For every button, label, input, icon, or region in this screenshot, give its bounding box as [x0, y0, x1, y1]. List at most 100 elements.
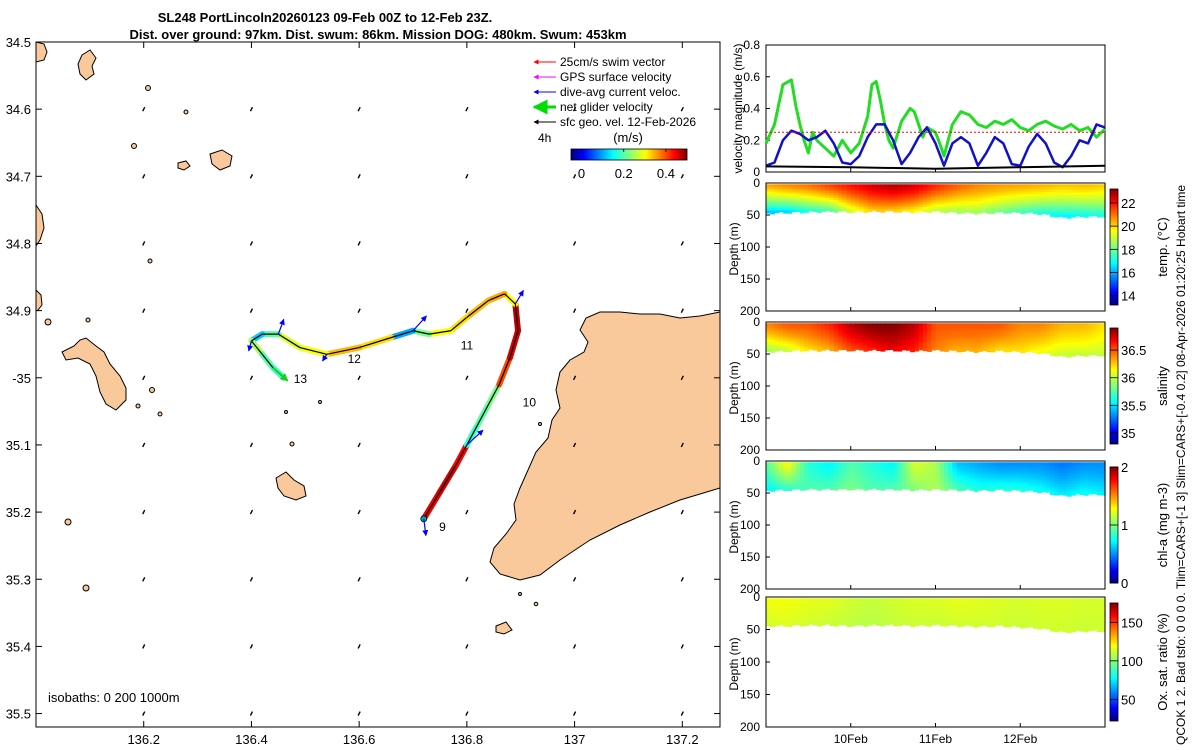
profile-cell — [1096, 192, 1102, 196]
profile-cell — [888, 327, 894, 331]
profile-cell — [952, 323, 958, 327]
profile-cell — [969, 607, 975, 611]
profile-cell — [812, 482, 818, 486]
profile-cell — [880, 622, 886, 627]
profile-cell — [859, 195, 865, 199]
profile-cell — [927, 332, 932, 336]
profile-cell — [782, 482, 788, 486]
profile-cell — [1037, 335, 1043, 339]
isobath-label: isobaths: 0 200 1000m — [48, 690, 180, 705]
islet — [149, 387, 155, 393]
profile-cell — [888, 206, 894, 210]
profile-cell — [1096, 617, 1102, 621]
profile-cell — [931, 347, 937, 351]
profile-cell — [982, 487, 987, 490]
profile-cell — [1054, 601, 1059, 605]
profile-cell — [766, 349, 771, 352]
profile-cell — [901, 605, 907, 608]
profile-cell — [854, 188, 860, 192]
profile-cell — [804, 339, 809, 342]
profile-cell — [999, 184, 1004, 188]
profile-cell — [914, 621, 920, 624]
profile-cell — [1007, 602, 1013, 606]
profile-cell — [897, 209, 903, 213]
profile-cell — [859, 325, 865, 329]
profile-cell — [812, 462, 818, 466]
profile-cell — [960, 198, 966, 202]
profile-cell — [999, 602, 1004, 606]
profile-cell — [1028, 335, 1034, 339]
current-arrow — [422, 518, 429, 537]
profile-cell — [799, 325, 805, 329]
profile-cell — [910, 600, 915, 604]
profile-cell — [977, 609, 983, 613]
profile-cell — [901, 348, 907, 351]
profile-cell — [787, 616, 793, 620]
profile-cell — [960, 186, 966, 190]
profile-cell — [1079, 481, 1085, 485]
profile-cell — [982, 348, 987, 351]
profile-cell — [1100, 194, 1106, 199]
profile-cell — [973, 198, 979, 202]
profile-cell — [910, 469, 915, 473]
profile-cell — [1032, 340, 1038, 344]
profile-cell — [1003, 337, 1009, 341]
profile-cell — [799, 339, 805, 342]
profile-cell — [829, 622, 835, 626]
profile-cell — [1032, 345, 1038, 349]
profile-cell — [842, 202, 848, 206]
profile-cell — [1049, 349, 1055, 353]
profile-cell — [1066, 336, 1072, 341]
profile-cell — [791, 184, 797, 188]
profile-cell — [927, 188, 932, 192]
profile-cell — [1062, 209, 1068, 213]
profile-cell — [1041, 338, 1047, 342]
profile-cell — [1066, 628, 1072, 634]
profile-cell — [1054, 197, 1059, 201]
profile-cell — [795, 332, 801, 336]
profile-cell — [994, 618, 1000, 622]
profile-cell — [825, 197, 831, 201]
profile-cell — [922, 186, 928, 190]
profile-cell — [871, 616, 877, 619]
profile-cell — [977, 478, 983, 482]
profile-cell — [876, 325, 882, 329]
profile-cell — [829, 604, 835, 608]
profile-cell — [1054, 475, 1059, 479]
profile-cell — [948, 602, 954, 606]
graticule-mark — [680, 442, 684, 448]
profile-cell — [1028, 323, 1034, 327]
profile-cell — [1088, 606, 1093, 610]
profile-cell — [859, 332, 865, 336]
profile-cell — [842, 345, 848, 349]
profile-cell — [850, 480, 856, 484]
profile-cell — [977, 598, 983, 602]
profile-cell — [939, 325, 945, 329]
graticule-mark — [572, 174, 577, 179]
profile-cell — [825, 462, 831, 466]
profile-cell — [867, 327, 873, 331]
profile-cell — [791, 205, 797, 209]
profile-cell — [1075, 328, 1081, 332]
profile-cell — [1096, 464, 1102, 469]
profile-cell — [1028, 481, 1034, 485]
graticule-mark — [680, 106, 684, 112]
profile-cell — [969, 203, 975, 207]
profile-cell — [795, 611, 801, 615]
profile-cell — [922, 195, 928, 199]
profile-cell — [948, 471, 954, 475]
profile-cell — [1100, 472, 1106, 477]
profile-cell — [1045, 194, 1051, 198]
profile-cell — [1020, 325, 1026, 329]
profile-cell — [825, 464, 831, 468]
profile-cell — [1083, 189, 1089, 193]
profile-cell — [948, 466, 954, 470]
profile-cell — [901, 186, 907, 190]
profile-cell — [918, 462, 924, 466]
profile-cell — [914, 209, 920, 213]
profile-cell — [952, 205, 958, 209]
profile-cell — [927, 613, 932, 617]
profile-cell — [1100, 333, 1106, 338]
graticule-mark — [357, 576, 361, 582]
profile-cell — [821, 462, 826, 466]
